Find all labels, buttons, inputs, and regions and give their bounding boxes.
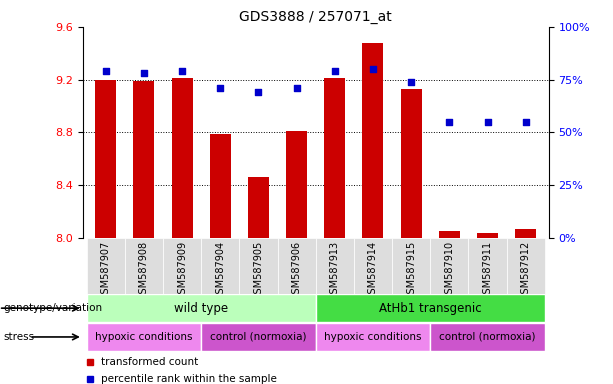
Point (521, 119, 531, 125)
Bar (316, 238, 354, 294)
Bar (163, 238, 201, 294)
Bar (401, 89, 422, 238)
Bar (201, 323, 316, 351)
Text: GSM587912: GSM587912 (520, 241, 531, 300)
Bar (86, 294, 316, 322)
Point (330, 68, 340, 74)
Point (482, 119, 492, 125)
Text: GSM587910: GSM587910 (444, 241, 454, 300)
Bar (439, 232, 460, 238)
Bar (324, 78, 345, 238)
Text: stress: stress (3, 332, 34, 342)
Bar (239, 238, 278, 294)
Bar (316, 323, 430, 351)
Point (215, 85, 225, 91)
Text: transformed count: transformed count (101, 357, 199, 367)
Text: GSM587906: GSM587906 (292, 241, 302, 300)
Point (177, 68, 187, 74)
Text: control (normoxia): control (normoxia) (210, 332, 306, 342)
Bar (430, 323, 545, 351)
Point (368, 66, 378, 72)
Text: hypoxic conditions: hypoxic conditions (324, 332, 422, 342)
Title: GDS3888 / 257071_at: GDS3888 / 257071_at (239, 10, 392, 25)
Text: GSM587907: GSM587907 (101, 241, 111, 300)
Point (292, 85, 302, 91)
Bar (515, 229, 536, 238)
Bar (477, 233, 498, 238)
Text: percentile rank within the sample: percentile rank within the sample (101, 374, 277, 384)
Bar (362, 43, 384, 238)
Text: GSM587911: GSM587911 (482, 241, 492, 300)
Text: GSM587908: GSM587908 (139, 241, 149, 300)
Bar (172, 78, 192, 238)
Bar (248, 177, 269, 238)
Bar (316, 294, 545, 322)
Bar (468, 238, 506, 294)
Bar (278, 238, 316, 294)
Text: GSM587904: GSM587904 (215, 241, 225, 300)
Point (406, 79, 416, 85)
Bar (286, 131, 307, 238)
Bar (201, 238, 239, 294)
Text: wild type: wild type (174, 302, 228, 314)
Point (139, 70, 149, 76)
Text: GSM587913: GSM587913 (330, 241, 340, 300)
Point (254, 89, 264, 96)
Point (101, 68, 110, 74)
Text: GSM587905: GSM587905 (253, 241, 264, 300)
Text: AtHb1 transgenic: AtHb1 transgenic (379, 302, 482, 314)
Bar (392, 238, 430, 294)
Text: genotype/variation: genotype/variation (3, 303, 102, 313)
Bar (86, 238, 125, 294)
Bar (95, 79, 116, 238)
Bar (210, 134, 230, 238)
Bar (134, 81, 154, 238)
Bar (506, 238, 545, 294)
Bar (125, 238, 163, 294)
Text: GSM587914: GSM587914 (368, 241, 378, 300)
Text: GSM587915: GSM587915 (406, 241, 416, 300)
Bar (430, 238, 468, 294)
Text: hypoxic conditions: hypoxic conditions (95, 332, 192, 342)
Bar (86, 323, 201, 351)
Point (444, 119, 454, 125)
Bar (354, 238, 392, 294)
Text: control (normoxia): control (normoxia) (440, 332, 536, 342)
Text: GSM587909: GSM587909 (177, 241, 187, 300)
